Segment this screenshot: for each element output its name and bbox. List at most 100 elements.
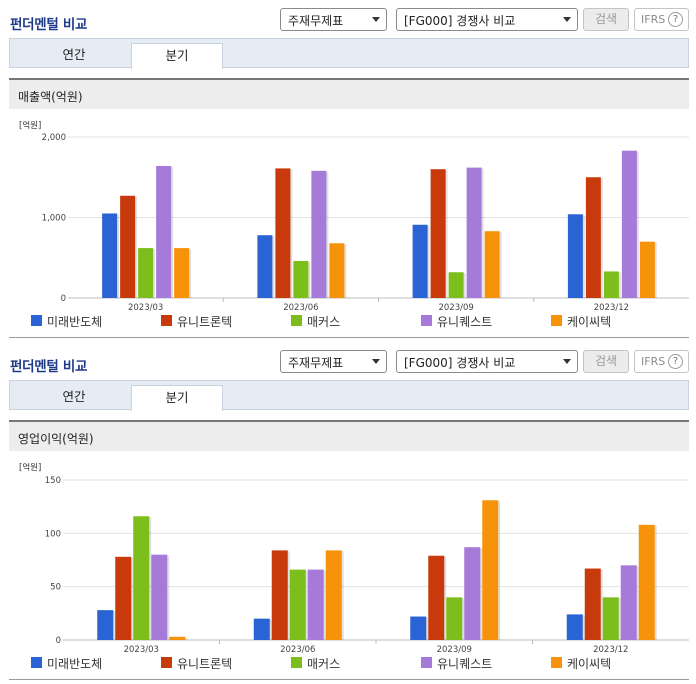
help-icon[interactable]: ? bbox=[668, 12, 683, 27]
peer-group-value: [FG000] 경쟁사 비교 bbox=[404, 14, 516, 28]
tab-quarterly[interactable]: 분기 bbox=[131, 385, 223, 411]
section-header: 펀더멘털 비교 주재무제표 [FG000] 경쟁사 비교 검색 IFRS ? bbox=[0, 0, 696, 38]
bar bbox=[120, 195, 136, 298]
bar bbox=[448, 272, 464, 298]
chart-legend: 미래반도체 유니트론텍 매커스 유니퀘스트 케이씨텍 bbox=[31, 655, 671, 673]
section-title: 펀더멘털 비교 bbox=[10, 359, 88, 375]
y-tick-label: 150 bbox=[45, 476, 61, 486]
bar bbox=[466, 167, 482, 298]
legend-swatch bbox=[551, 657, 562, 668]
ifrs-button[interactable]: IFRS ? bbox=[634, 8, 689, 31]
bar bbox=[102, 213, 118, 298]
legend-label: 매커스 bbox=[307, 315, 341, 329]
statement-type-select[interactable]: 주재무제표 bbox=[280, 8, 387, 31]
legend-label: 유니트론텍 bbox=[177, 657, 233, 671]
statement-type-value: 주재무제표 bbox=[288, 14, 344, 28]
metric-title: 매출액(억원) bbox=[18, 90, 83, 104]
bar bbox=[253, 618, 270, 640]
legend-label: 케이씨텍 bbox=[567, 315, 612, 329]
bar bbox=[621, 150, 637, 298]
legend-swatch bbox=[551, 315, 562, 326]
bar bbox=[410, 616, 427, 640]
revenue-chart-panel: 매출액(억원) [억원] 0 1,000 2,000 2023/03 2023/06 20… bbox=[9, 78, 689, 337]
bar bbox=[638, 524, 655, 640]
legend-swatch bbox=[291, 657, 302, 668]
bar bbox=[275, 168, 291, 298]
x-tick-label: 2023/09 bbox=[438, 303, 473, 312]
chevron-down-icon bbox=[563, 359, 571, 364]
x-tick-label: 2023/06 bbox=[280, 645, 315, 654]
x-tick-label: 2023/03 bbox=[124, 645, 159, 654]
legend-label: 미래반도체 bbox=[47, 657, 103, 671]
section-title: 펀더멘털 비교 bbox=[10, 17, 88, 33]
bar bbox=[307, 569, 324, 640]
ifrs-label: IFRS bbox=[641, 13, 666, 26]
bar bbox=[620, 565, 637, 640]
bar bbox=[566, 614, 583, 640]
bar bbox=[289, 569, 306, 640]
legend-swatch bbox=[291, 315, 302, 326]
tab-annual[interactable]: 연간 bbox=[62, 389, 86, 404]
peer-group-select[interactable]: [FG000] 경쟁사 비교 bbox=[396, 8, 578, 31]
bar bbox=[133, 516, 150, 640]
metric-header: 영업이익(억원) bbox=[9, 422, 689, 451]
ifrs-button[interactable]: IFRS ? bbox=[634, 350, 689, 373]
help-icon[interactable]: ? bbox=[668, 354, 683, 369]
legend-label: 케이씨텍 bbox=[567, 657, 612, 671]
bar bbox=[484, 231, 500, 298]
bar bbox=[584, 568, 601, 640]
operating-profit-bar-chart: 0 50 100 150 2023/03 2023/06 2023/09 2023/12 bbox=[45, 476, 689, 654]
legend-label: 유니퀘스트 bbox=[437, 315, 493, 329]
legend-swatch bbox=[161, 315, 172, 326]
y-tick-label: 100 bbox=[45, 529, 61, 539]
fundamental-section-revenue: 펀더멘털 비교 주재무제표 [FG000] 경쟁사 비교 검색 IFRS ? 연… bbox=[0, 0, 696, 338]
section-divider bbox=[9, 337, 689, 338]
legend-swatch bbox=[421, 657, 432, 668]
bar bbox=[446, 597, 463, 640]
tab-annual[interactable]: 연간 bbox=[62, 47, 86, 62]
bar bbox=[174, 248, 190, 298]
x-tick-label: 2023/06 bbox=[283, 303, 318, 312]
bar bbox=[97, 610, 114, 640]
bar bbox=[257, 235, 273, 298]
legend-swatch bbox=[161, 657, 172, 668]
bar bbox=[585, 177, 601, 298]
bar bbox=[603, 271, 619, 298]
y-tick-label: 50 bbox=[50, 583, 61, 593]
legend-label: 미래반도체 bbox=[47, 315, 103, 329]
legend-label: 매커스 bbox=[307, 657, 341, 671]
legend-swatch bbox=[31, 315, 42, 326]
search-button[interactable]: 검색 bbox=[583, 350, 629, 373]
bar bbox=[293, 260, 309, 298]
chevron-down-icon bbox=[563, 17, 571, 22]
tab-quarterly[interactable]: 분기 bbox=[131, 43, 223, 69]
bar bbox=[156, 165, 172, 298]
metric-title: 영업이익(억원) bbox=[18, 432, 94, 446]
chevron-down-icon bbox=[372, 17, 380, 22]
statement-type-value: 주재무제표 bbox=[288, 356, 344, 370]
peer-group-value: [FG000] 경쟁사 비교 bbox=[404, 356, 516, 370]
bar bbox=[271, 550, 288, 640]
peer-group-select[interactable]: [FG000] 경쟁사 비교 bbox=[396, 350, 578, 373]
chart-legend: 미래반도체 유니트론텍 매커스 유니퀘스트 케이씨텍 bbox=[31, 313, 671, 331]
bar bbox=[311, 170, 327, 298]
legend-label: 유니트론텍 bbox=[177, 315, 233, 329]
bar bbox=[567, 214, 583, 298]
bar bbox=[602, 597, 619, 640]
bar bbox=[325, 550, 342, 640]
y-axis-unit: [억원] bbox=[19, 463, 42, 473]
x-tick-label: 2023/03 bbox=[128, 303, 163, 312]
metric-header: 매출액(억원) bbox=[9, 80, 689, 109]
section-header: 펀더멘털 비교 주재무제표 [FG000] 경쟁사 비교 검색 IFRS ? bbox=[0, 342, 696, 380]
fundamental-section-operating-profit: 펀더멘털 비교 주재무제표 [FG000] 경쟁사 비교 검색 IFRS ? 연… bbox=[0, 342, 696, 684]
y-tick-label: 2,000 bbox=[42, 133, 66, 143]
section-divider bbox=[9, 679, 689, 680]
search-button[interactable]: 검색 bbox=[583, 8, 629, 31]
bar bbox=[138, 248, 154, 298]
statement-type-select[interactable]: 주재무제표 bbox=[280, 350, 387, 373]
bar bbox=[412, 224, 428, 298]
x-tick-label: 2023/09 bbox=[437, 645, 472, 654]
period-tabs: 연간 분기 bbox=[9, 38, 689, 69]
legend-swatch bbox=[31, 657, 42, 668]
y-tick-label: 0 bbox=[56, 636, 61, 646]
